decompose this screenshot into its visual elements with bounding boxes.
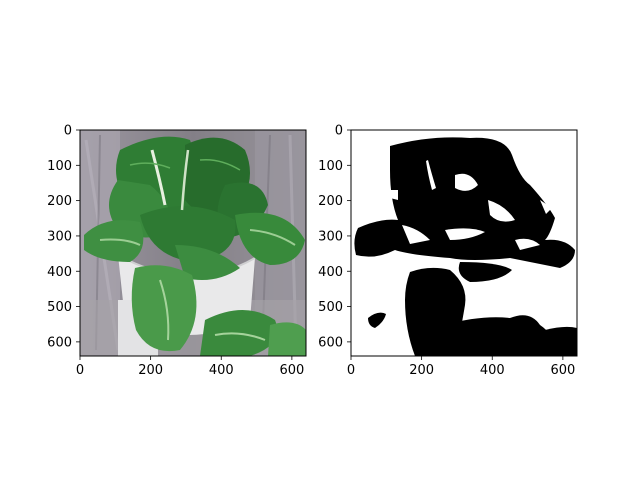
photo-y-tick-label: 300 — [47, 229, 72, 244]
photo-x-tick-label: 0 — [76, 363, 84, 378]
mask-y-tick-label: 600 — [318, 335, 343, 350]
photo-y-tick-label: 100 — [47, 159, 72, 174]
mask-y-tick-label: 100 — [318, 159, 343, 174]
photo-panel — [79, 129, 307, 357]
mask-panel — [350, 129, 578, 357]
photo-y-tick-label: 400 — [47, 265, 72, 280]
mask-x-tick-label: 400 — [480, 363, 505, 378]
segmentation-mask — [351, 130, 577, 356]
photo-y-tick-label: 500 — [47, 300, 72, 315]
mask-x-tick-label: 200 — [409, 363, 434, 378]
mask-y-tick-label: 300 — [318, 229, 343, 244]
plant-photo — [80, 130, 306, 356]
photo-x-tick-label: 400 — [209, 363, 234, 378]
mask-y-tick-label: 400 — [318, 265, 343, 280]
photo-x-tick-label: 600 — [279, 363, 304, 378]
photo-axes-frame — [79, 129, 307, 357]
photo-y-tick-label: 600 — [47, 335, 72, 350]
photo-x-tick-label: 200 — [138, 363, 163, 378]
axis-ticks: 0 200 400 600 0 100 200 300 400 500 600 0 200 400 600 0… — [47, 124, 575, 379]
photo-y-tick-label: 200 — [47, 194, 72, 209]
mask-y-tick-label: 500 — [318, 300, 343, 315]
mask-y-tick-label: 200 — [318, 194, 343, 209]
mask-x-tick-label: 0 — [347, 363, 355, 378]
photo-y-tick-label: 0 — [64, 124, 72, 139]
mask-y-tick-label: 0 — [335, 124, 343, 139]
mask-axes-frame — [350, 129, 578, 357]
mask-x-tick-label: 600 — [550, 363, 575, 378]
